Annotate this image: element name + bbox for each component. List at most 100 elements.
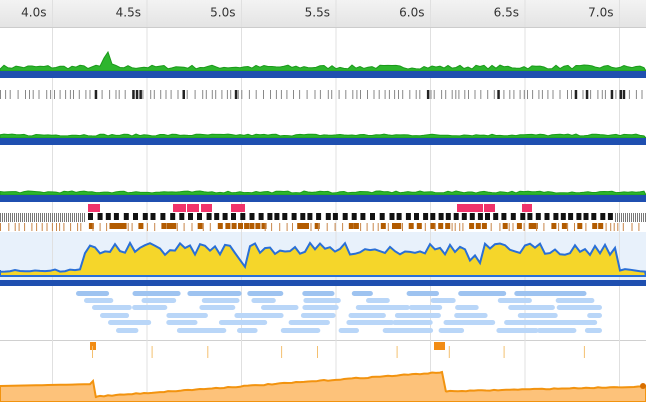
event-tick (186, 90, 188, 99)
gc-tick (448, 346, 450, 358)
event-tick (74, 213, 75, 222)
paint-block (622, 223, 624, 231)
event-tick (10, 213, 11, 222)
paint-block (462, 223, 464, 231)
paint-block (317, 223, 319, 231)
task-block (222, 213, 228, 220)
network-request (288, 320, 330, 325)
paint-block (191, 223, 193, 231)
paint-block (161, 223, 167, 229)
network-request (558, 291, 587, 296)
paint-block (59, 223, 61, 231)
event-tick (30, 213, 31, 222)
paint-block (561, 223, 567, 229)
task-block (591, 213, 597, 220)
event-tick (139, 90, 142, 99)
network-request (108, 320, 152, 325)
paint-block (99, 223, 101, 231)
network-request (176, 328, 227, 333)
task-block (501, 213, 507, 220)
event-tick (205, 90, 207, 99)
paint-block (454, 223, 456, 231)
event-tick (89, 90, 91, 99)
event-tick (628, 90, 630, 99)
task-block (342, 213, 348, 220)
network-request (300, 313, 336, 318)
task-block (370, 213, 375, 220)
task-block (360, 213, 366, 220)
paint-block (225, 223, 231, 229)
network-request (302, 305, 339, 310)
network-request (392, 320, 433, 325)
task-block (396, 213, 402, 220)
event-tick (59, 90, 61, 99)
event-tick (22, 213, 23, 222)
event-tick (270, 90, 271, 99)
gc-tick (583, 346, 585, 358)
event-tick (286, 90, 288, 99)
event-tick (331, 90, 333, 99)
network-request (280, 328, 321, 333)
paint-block (499, 223, 501, 231)
event-tick (513, 90, 515, 99)
task-block (325, 213, 331, 220)
event-tick (585, 90, 589, 99)
long-task (88, 204, 100, 212)
event-tick (430, 90, 432, 99)
event-tick (503, 90, 505, 99)
gc-tick (151, 346, 153, 358)
event-tick (20, 213, 21, 222)
event-tick (619, 90, 622, 99)
network-request (351, 291, 373, 296)
event-tick (26, 213, 27, 222)
network-request (234, 313, 284, 318)
paint-block (0, 223, 1, 231)
task-block (445, 213, 451, 220)
task-block (576, 213, 582, 220)
network-request (406, 291, 439, 296)
event-tick (519, 90, 521, 99)
event-tick (118, 90, 120, 99)
task-block (600, 213, 606, 220)
network-request (443, 320, 496, 325)
paint-block (36, 223, 38, 231)
event-tick (338, 90, 340, 99)
paint-block (31, 223, 33, 231)
ruler-label: 6.0s (399, 6, 424, 20)
paint-block (430, 223, 436, 229)
paint-block (502, 223, 508, 229)
event-tick (527, 90, 528, 99)
gc-tick (207, 346, 209, 358)
event-tick (177, 90, 179, 99)
event-tick (5, 90, 7, 99)
event-tick (497, 90, 500, 99)
event-tick (468, 90, 469, 99)
event-tick (635, 90, 637, 99)
paint-block (304, 223, 309, 229)
paint-block (617, 223, 619, 231)
paint-block (475, 223, 481, 229)
gc-tick (92, 346, 93, 358)
event-tick (327, 90, 329, 99)
task-block (485, 213, 490, 220)
event-tick (601, 90, 603, 99)
event-tick (480, 90, 482, 99)
event-tick (567, 90, 568, 99)
paint-block (138, 223, 144, 229)
event-tick (12, 213, 13, 222)
paint-block (314, 223, 320, 229)
event-tick (455, 90, 457, 99)
paint-block (558, 223, 560, 231)
task-block (214, 213, 220, 220)
event-tick (241, 90, 243, 99)
event-tick (8, 213, 9, 222)
event-tick (378, 90, 380, 99)
event-tick (58, 213, 59, 222)
event-tick (42, 213, 43, 222)
network-request (84, 298, 114, 303)
long-task (522, 204, 532, 212)
event-tick (32, 90, 34, 99)
task-block (188, 213, 193, 220)
paint-block (92, 223, 94, 231)
event-tick (532, 90, 534, 99)
